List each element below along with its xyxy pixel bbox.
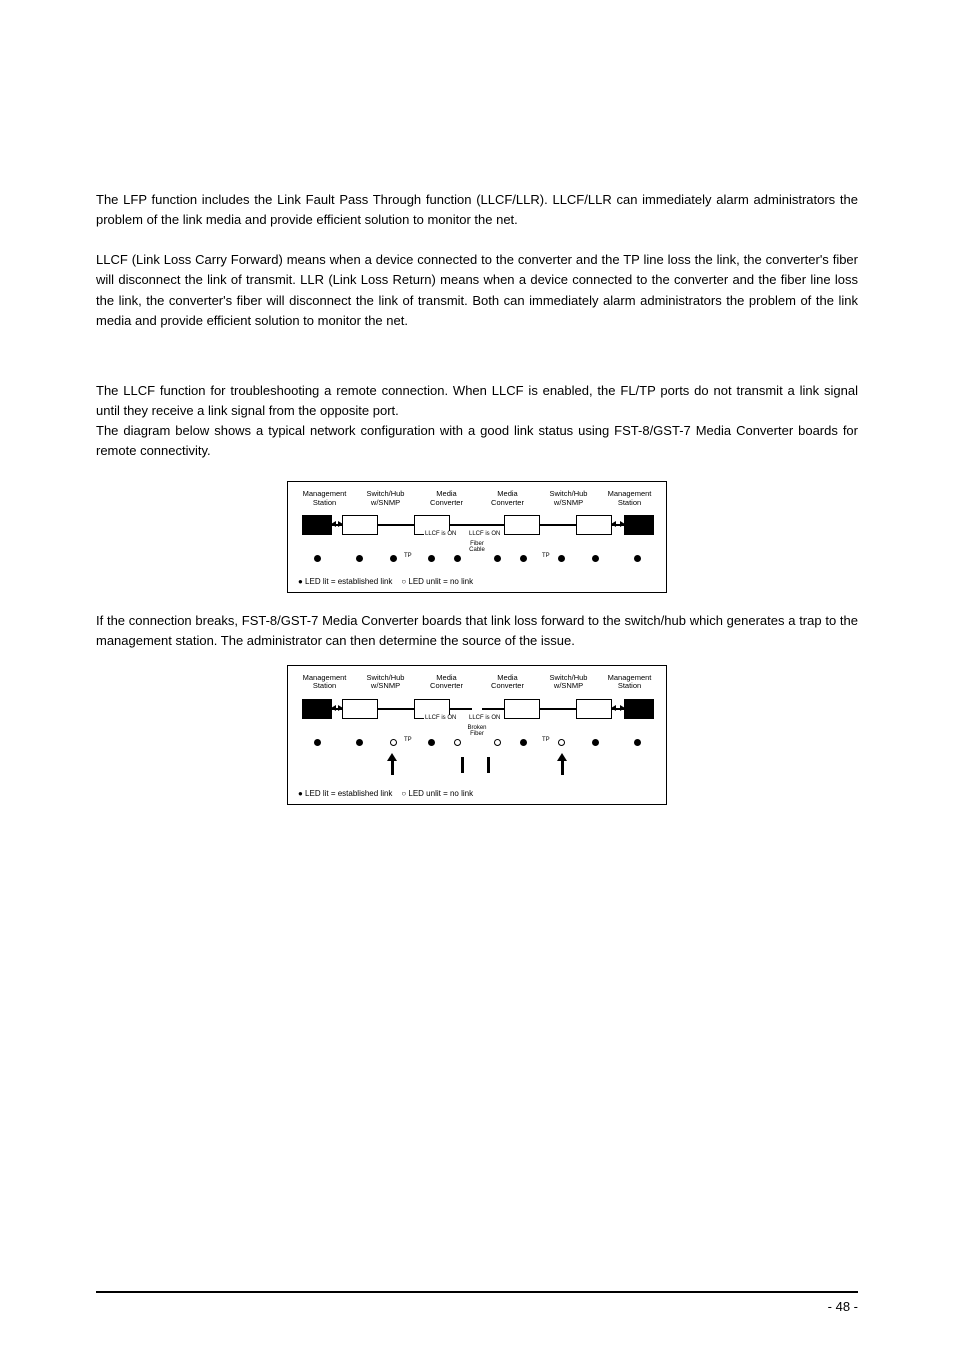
lbl: w/SNMP	[371, 681, 400, 690]
diagram1-legend: ● LED lit = established link ○ LED unlit…	[294, 577, 660, 586]
legend-unlit: ○ LED unlit = no link	[401, 577, 473, 586]
diagram2-header-row: ManagementStation Switch/Hubw/SNMP Media…	[294, 674, 660, 691]
diagram1-leds: TPTP	[294, 553, 660, 567]
lbl: w/SNMP	[554, 681, 583, 690]
lbl: w/SNMP	[554, 498, 583, 507]
lbl: Converter	[491, 498, 524, 507]
page-footer: - 48 -	[96, 1291, 858, 1314]
paragraph-1: The LFP function includes the Link Fault…	[96, 190, 858, 230]
lbl: Station	[313, 498, 336, 507]
lbl: w/SNMP	[371, 498, 400, 507]
legend-lit: ● LED lit = established link	[298, 789, 392, 798]
lbl: Converter	[430, 681, 463, 690]
page-number: - 48 -	[96, 1299, 858, 1314]
diagram1-header-row: ManagementStation Switch/Hubw/SNMP Media…	[294, 490, 660, 507]
paragraph-3a: The LLCF function for troubleshooting a …	[96, 381, 858, 421]
diagram2-leds: TPTP	[294, 737, 660, 751]
lbl: Station	[618, 681, 641, 690]
lbl: Station	[618, 498, 641, 507]
diagram2-alerts	[294, 753, 660, 779]
diagram2-network: LLCF is ONLLCF is ONBrokenFiber	[294, 699, 660, 733]
paragraph-2: LLCF (Link Loss Carry Forward) means whe…	[96, 250, 858, 331]
diagram-good-link: ManagementStation Switch/Hubw/SNMP Media…	[287, 481, 667, 593]
paragraph-3b: The diagram below shows a typical networ…	[96, 421, 858, 461]
footer-rule	[96, 1291, 858, 1293]
lbl: Converter	[491, 681, 524, 690]
legend-unlit: ○ LED unlit = no link	[401, 789, 473, 798]
diagram1-network: LLCF is ONLLCF is ONFiberCable	[294, 515, 660, 549]
lbl: Station	[313, 681, 336, 690]
legend-lit: ● LED lit = established link	[298, 577, 392, 586]
diagram2-legend: ● LED lit = established link ○ LED unlit…	[294, 789, 660, 798]
paragraph-4: If the connection breaks, FST-8/GST-7 Me…	[96, 611, 858, 651]
diagram-broken-link: ManagementStation Switch/Hubw/SNMP Media…	[287, 665, 667, 805]
lbl: Converter	[430, 498, 463, 507]
